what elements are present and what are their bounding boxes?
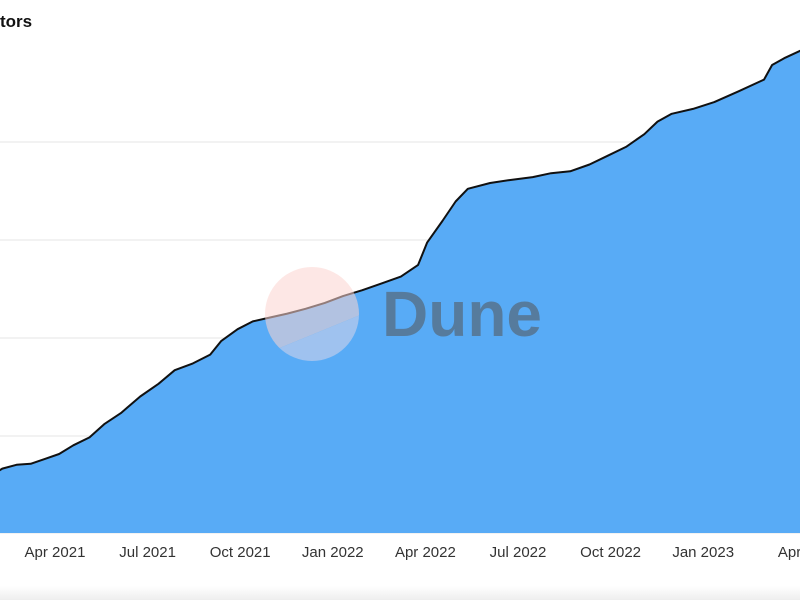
bottom-edge bbox=[0, 586, 800, 600]
x-tick-label: Oct 2021 bbox=[210, 544, 271, 561]
x-tick-label: Apr 2 bbox=[778, 544, 800, 561]
chart-title: tors bbox=[0, 12, 33, 31]
x-tick-label: Jan 2022 bbox=[302, 544, 364, 561]
dune-watermark: Dune bbox=[265, 267, 542, 361]
watermark-text: Dune bbox=[382, 278, 542, 350]
x-tick-label: Jul 2022 bbox=[490, 544, 547, 561]
x-tick-label: Apr 2022 bbox=[395, 544, 456, 561]
x-tick-label: Oct 2022 bbox=[580, 544, 641, 561]
x-tick-label: Jan 2023 bbox=[672, 544, 734, 561]
series-line bbox=[0, 49, 800, 472]
series-area bbox=[0, 50, 800, 533]
x-axis-ticks: Apr 2021 Jul 2021 Oct 2021 Jan 2022 Apr 2022… bbox=[25, 544, 800, 561]
x-tick-label: Apr 2021 bbox=[25, 544, 86, 561]
x-tick-label: Jul 2021 bbox=[119, 544, 176, 561]
